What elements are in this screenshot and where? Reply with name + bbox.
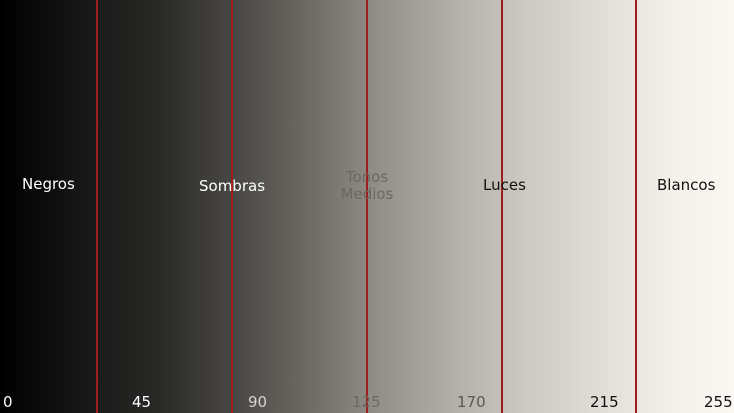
zone-label-tonos-medios: Tonos Medios <box>327 169 407 203</box>
zone-label-luces: Luces <box>483 176 526 194</box>
divider-line-1 <box>96 0 98 413</box>
tick-label-215: 215 <box>590 393 619 411</box>
tick-label-255: 255 <box>704 393 733 411</box>
tick-label-90: 90 <box>248 393 268 411</box>
zone-label-blancos: Blancos <box>657 176 716 194</box>
tick-label-125: 125 <box>352 393 381 411</box>
divider-line-3 <box>366 0 368 413</box>
divider-line-5 <box>635 0 637 413</box>
tick-label-0: 0 <box>3 393 13 411</box>
divider-line-2 <box>231 0 233 413</box>
tick-label-45: 45 <box>132 393 152 411</box>
zone-label-negros: Negros <box>22 175 75 193</box>
divider-line-4 <box>501 0 503 413</box>
tick-label-170: 170 <box>457 393 486 411</box>
zone-label-sombras: Sombras <box>199 177 266 195</box>
zone-label-tonos-line2: Medios <box>340 185 394 203</box>
zone-label-tonos-line1: Tonos <box>345 168 389 186</box>
